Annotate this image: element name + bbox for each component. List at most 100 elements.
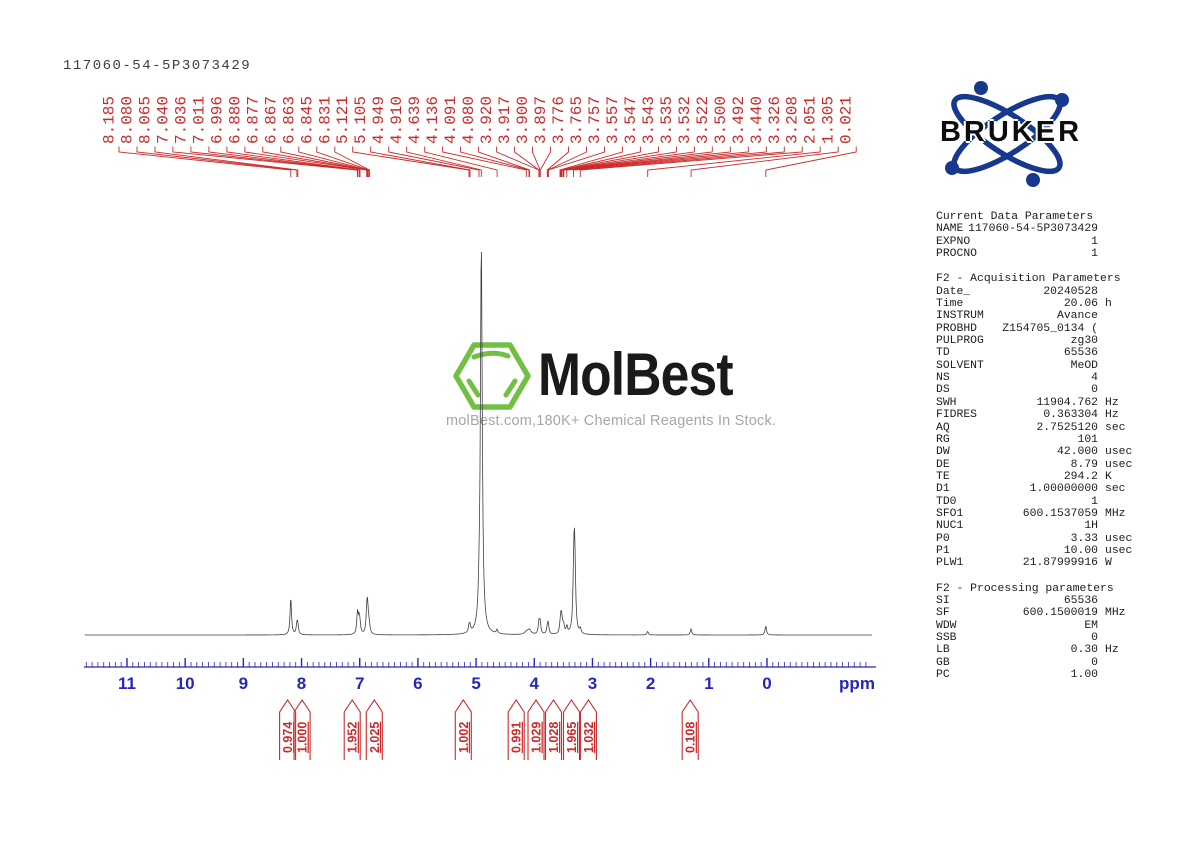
param-row: SSB 0 — [936, 632, 1149, 644]
param-value: 0.30 — [1070, 644, 1098, 657]
param-label: D1 — [936, 483, 950, 496]
param-label: NAME — [936, 223, 964, 236]
peak-label-connector-line — [579, 146, 803, 177]
x-axis-tick-label: 2 — [646, 674, 655, 693]
param-value: 1 — [1091, 495, 1098, 508]
integral-value: 1.965 — [565, 722, 579, 753]
peak-label: 3.326 — [766, 96, 784, 144]
param-row: SWH 11904.762 Hz — [936, 397, 1149, 409]
param-label: SI — [936, 594, 950, 607]
peak-label: 8.080 — [119, 96, 137, 144]
integral-value: 0.974 — [281, 722, 295, 753]
param-label: SWH — [936, 396, 957, 409]
peak-label-connector-line — [647, 146, 821, 177]
x-axis-tick-label: 5 — [471, 674, 480, 693]
peak-label-connector-line — [118, 146, 292, 177]
peak-label: 3.522 — [694, 96, 712, 144]
peak-label-connector-line — [406, 146, 482, 177]
param-row: NAME 117060-54-5P3073429 — [936, 223, 1149, 235]
peak-label: 3.917 — [496, 96, 514, 144]
param-section-gap — [936, 570, 1149, 583]
param-value: 65536 — [1063, 347, 1098, 360]
peak-label: 3.776 — [550, 96, 568, 144]
peak-label: 3.492 — [730, 96, 748, 144]
param-value: 0 — [1091, 384, 1098, 397]
param-value: 294.2 — [1063, 470, 1098, 483]
peak-label-connector-line — [566, 146, 767, 177]
param-value: 1H — [1084, 520, 1098, 533]
param-label: TD — [936, 347, 950, 360]
peak-label: 4.080 — [460, 96, 478, 144]
param-row: LB 0.30 Hz — [936, 644, 1149, 656]
param-unit: Hz — [1105, 396, 1119, 409]
x-axis-unit-label: ppm — [839, 674, 875, 693]
peak-label-connector-line — [190, 146, 359, 177]
param-label: TD0 — [936, 495, 957, 508]
peak-label: 3.532 — [676, 96, 694, 144]
param-label: EXPNO — [936, 235, 971, 248]
peak-label: 8.185 — [101, 96, 119, 144]
peak-label: 4.639 — [406, 96, 424, 144]
param-row: PC 1.00 — [936, 669, 1149, 681]
param-label: DE — [936, 458, 950, 471]
param-unit — [1098, 323, 1149, 335]
param-value: 1 — [1091, 248, 1098, 261]
integral-value: 1.032 — [582, 722, 596, 753]
bruker-atom-icon — [945, 81, 1069, 187]
param-label: PROBHD — [936, 322, 978, 335]
param-label: NS — [936, 372, 950, 385]
x-axis-tick-label: 1 — [704, 674, 713, 693]
param-section-gap — [936, 260, 1149, 273]
peak-label: 3.535 — [658, 96, 676, 144]
param-unit: Hz — [1105, 644, 1119, 657]
peak-label-connector-line — [388, 146, 480, 177]
peak-label: 7.036 — [172, 96, 190, 144]
peak-label-connector-line — [208, 146, 360, 177]
x-axis-tick-label: 10 — [176, 674, 195, 693]
param-row: DE 8.79 usec — [936, 459, 1149, 471]
peak-label: 3.765 — [568, 96, 586, 144]
param-unit: usec — [1105, 544, 1133, 557]
param-value: 1.00000000 — [1029, 483, 1098, 496]
parameters-panel: Current Data Parameters NAME 117060-54-5P3… — [936, 211, 1149, 681]
sample-id-title: 117060-54-5P3073429 — [63, 58, 252, 74]
param-unit — [1098, 496, 1149, 508]
param-value: 2.7525120 — [1036, 421, 1098, 434]
peak-label: 2.051 — [802, 96, 820, 144]
peak-label: 4.949 — [370, 96, 388, 144]
peak-label-connector-line — [262, 146, 368, 177]
param-row: PLW1 21.87999916 W — [936, 557, 1149, 569]
peak-label-connector-line — [765, 146, 857, 177]
param-unit: usec — [1105, 446, 1133, 459]
integral-bracket — [293, 699, 311, 760]
param-label: PULPROG — [936, 335, 984, 348]
param-row: TD 65536 — [936, 347, 1149, 359]
peak-label: 3.557 — [604, 96, 622, 144]
molbest-watermark: MolBest molBest.com,180K+ Chemical Reage… — [446, 332, 776, 432]
param-label: GB — [936, 656, 950, 669]
integral-value: 1.002 — [457, 722, 471, 753]
watermark-brand-name: MolBest — [538, 341, 734, 408]
param-label: AQ — [936, 421, 950, 434]
param-value: 600.1500019 — [1022, 607, 1098, 620]
param-row: D1 1.00000000 sec — [936, 483, 1149, 495]
param-unit: usec — [1105, 458, 1133, 471]
param-row: SFO1 600.1537059 MHz — [936, 508, 1149, 520]
param-unit — [1098, 620, 1149, 632]
param-unit: usec — [1105, 532, 1133, 545]
peak-label: 6.996 — [208, 96, 226, 144]
peak-label-connector-line — [514, 146, 540, 177]
param-unit: MHz — [1105, 607, 1126, 620]
spectrum-trace — [84, 252, 872, 636]
param-row: DW 42.000 usec — [936, 446, 1149, 458]
param-value: EM — [1084, 619, 1098, 632]
integral-bracket — [343, 699, 361, 760]
param-value: 20.06 — [1063, 298, 1098, 311]
peak-label-connector-line — [547, 146, 605, 177]
peak-label-connector-line — [334, 146, 371, 177]
param-row: FIDRES 0.363304 Hz — [936, 409, 1149, 421]
integral-value: 0.108 — [684, 722, 698, 753]
peak-label: 3.920 — [478, 96, 496, 144]
param-unit — [1098, 632, 1149, 644]
